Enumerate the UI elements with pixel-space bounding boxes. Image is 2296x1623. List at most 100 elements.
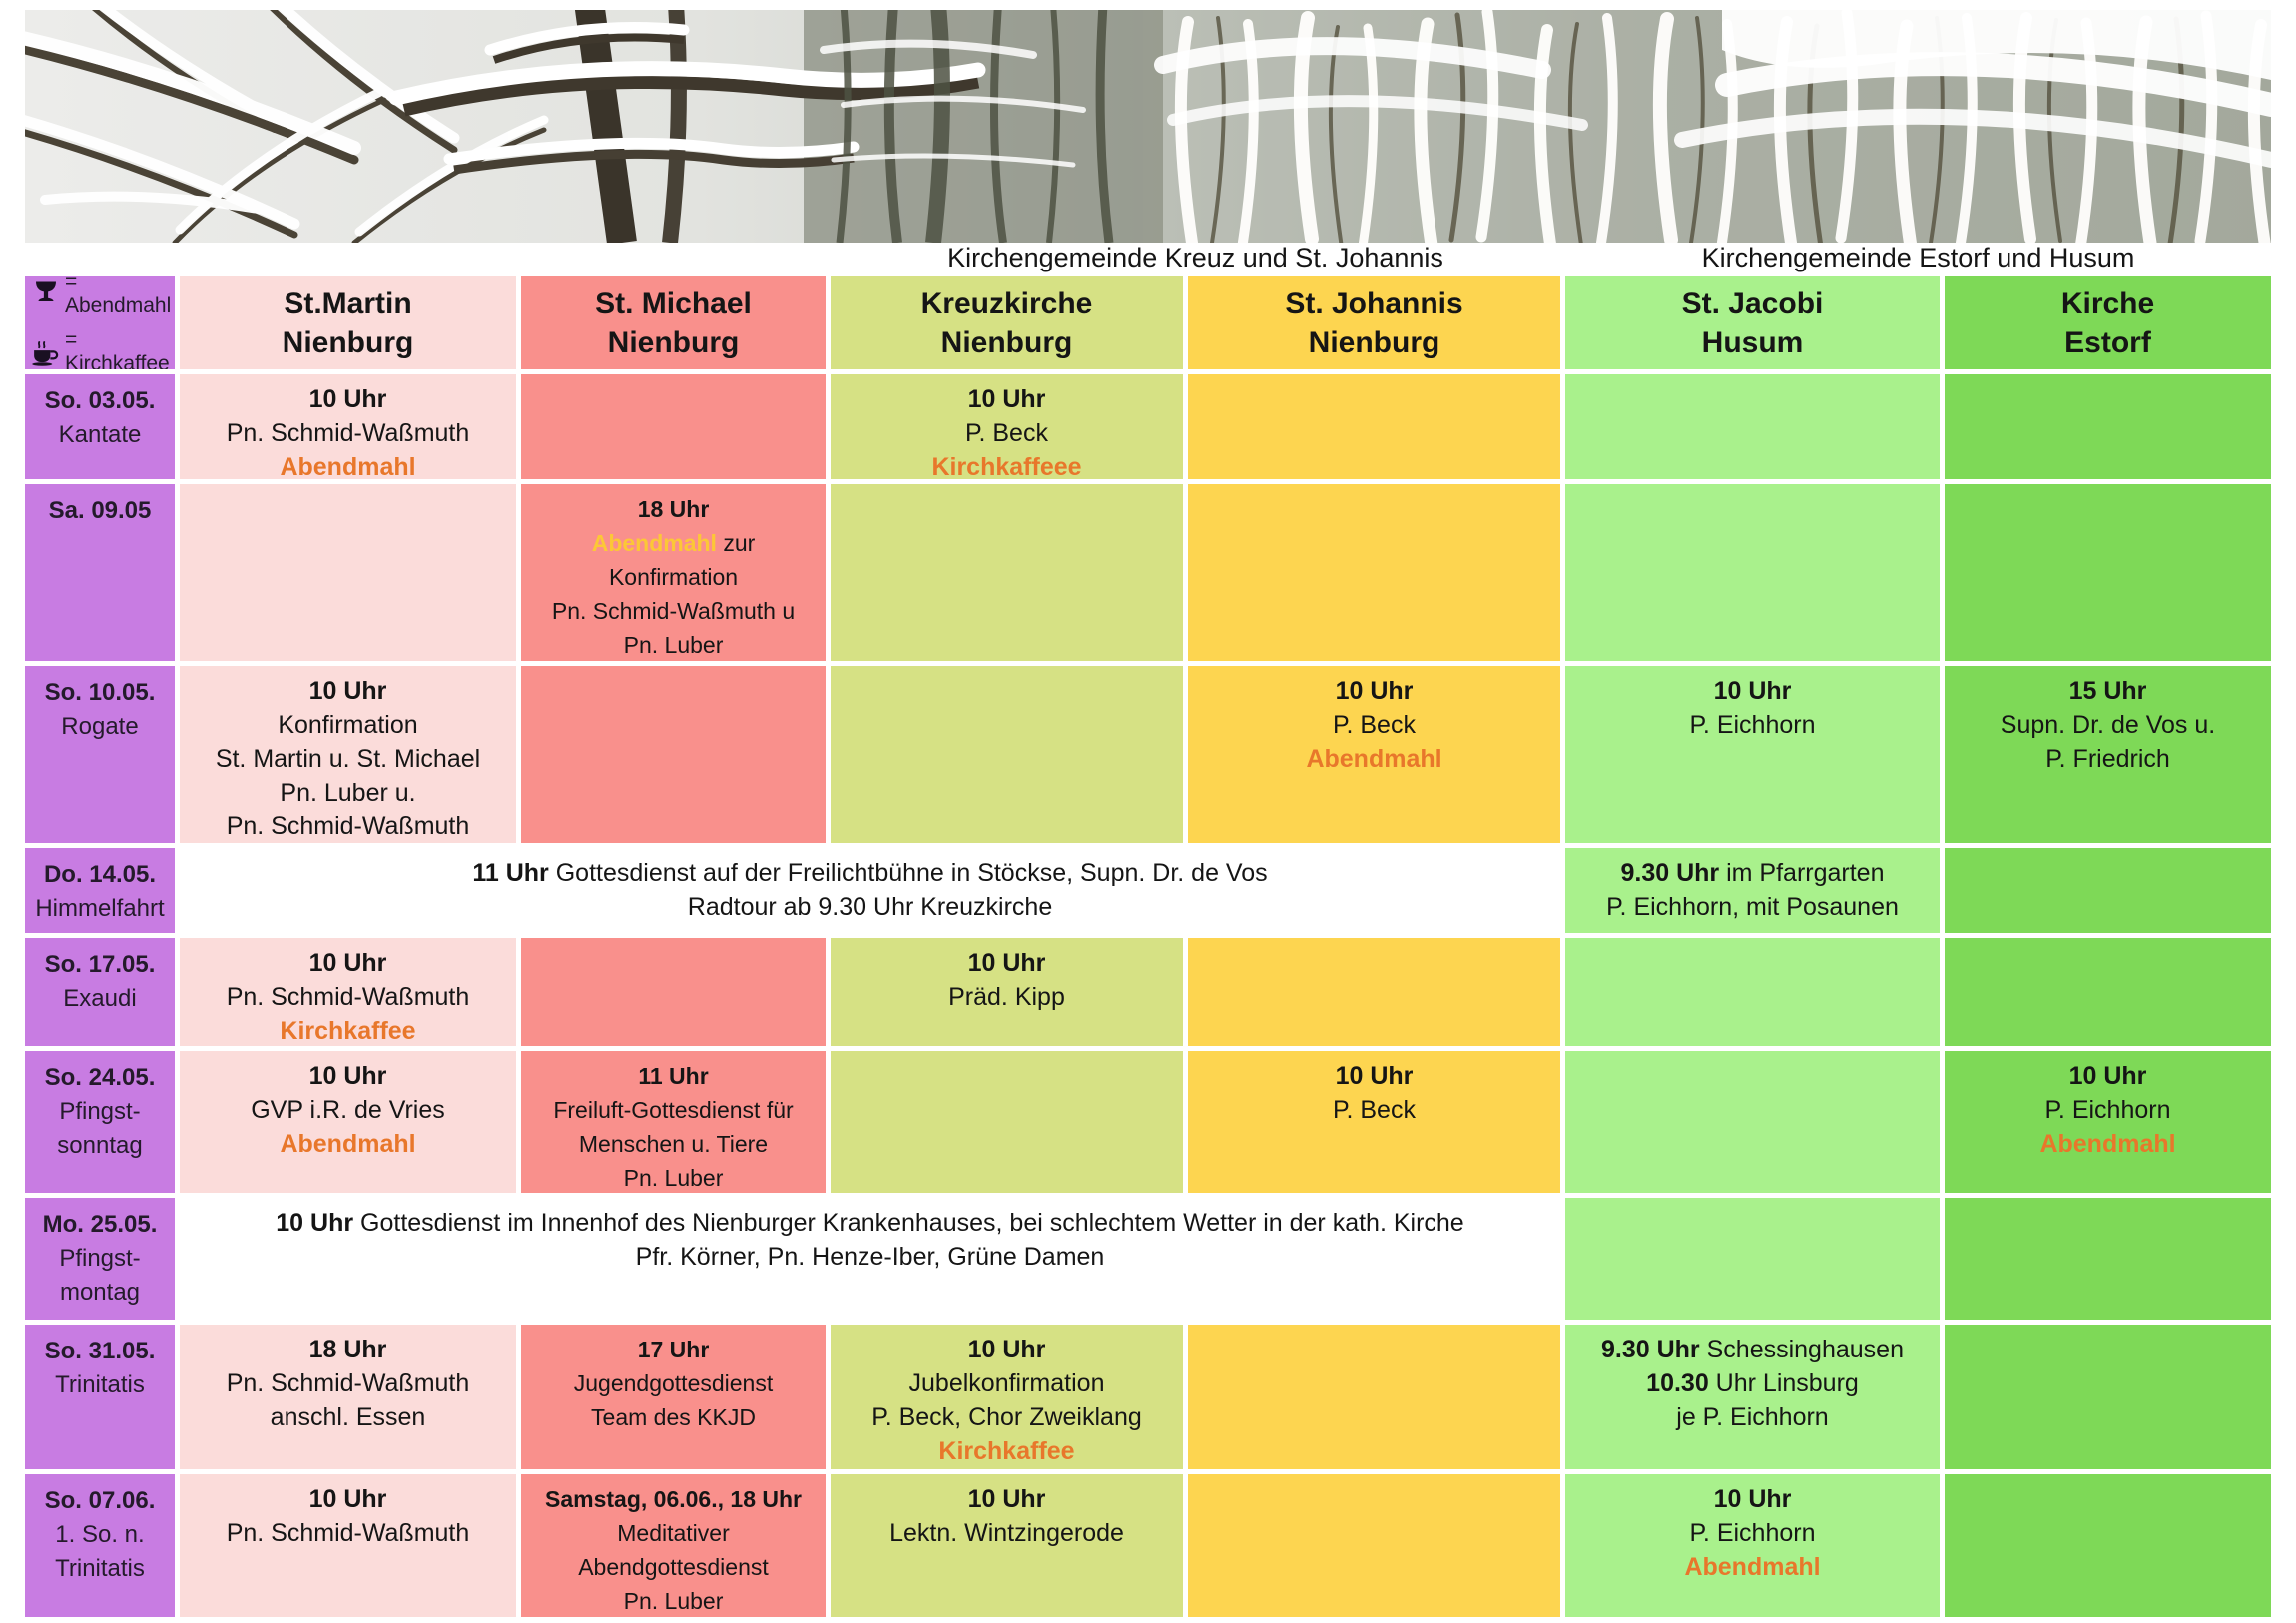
- cell-line: P. Beck: [1190, 708, 1558, 742]
- cell-line: 10 Uhr: [182, 1059, 514, 1093]
- date-cell-r4: So. 17.05. Exaudi: [25, 938, 175, 1046]
- text-segment: Pn. Schmid-Waßmuth: [226, 1369, 470, 1397]
- column-header-line: Nienburg: [282, 325, 414, 359]
- text-segment: Abendmahl: [1306, 745, 1442, 773]
- cell-r4-kreuzkirche: 10 Uhr Präd. Kipp: [831, 938, 1183, 1046]
- text-segment: 9.30 Uhr: [1620, 859, 1720, 887]
- column-header-line: Kreuzkirche: [920, 286, 1093, 320]
- cell-r2-st-jacobi: 10 Uhr P. Eichhorn: [1565, 666, 1940, 843]
- cell-r7-st-johannis: [1188, 1325, 1560, 1469]
- cell-line: Kirchkaffee: [833, 1434, 1181, 1468]
- cell-line: 9.30 Uhr im Pfarrgarten: [1567, 856, 1938, 890]
- text-segment: P. Friedrich: [2045, 745, 2170, 773]
- cell-line: P. Eichhorn: [1567, 1516, 1938, 1550]
- cell-line: 15 Uhr: [1947, 674, 2269, 708]
- cell-line: Pn. Schmid-Waßmuth: [182, 1366, 514, 1400]
- date-line: Pfingst-: [59, 1098, 141, 1126]
- cell-line: GVP i.R. de Vries: [182, 1093, 514, 1127]
- cell-r5-st-martin: 10 Uhr GVP i.R. de Vries Abendmahl: [180, 1051, 516, 1193]
- cell-line: 10 Uhr: [1947, 1059, 2269, 1093]
- date-cell-r5: So. 24.05. Pfingst-sonntag: [25, 1051, 175, 1193]
- text-segment: 10 Uhr: [308, 385, 387, 413]
- cell-line: Jugendgottesdienst: [523, 1366, 824, 1400]
- cell-r1-st-michael: 18 Uhr Abendmahl zur Konfirmation Pn. Schmi…: [521, 484, 826, 661]
- date-line: So. 10.05.: [44, 679, 156, 706]
- cell-line: 10 Uhr: [182, 674, 514, 708]
- text-segment: 10 Uhr: [967, 1336, 1046, 1363]
- text-segment: Konfirmation: [608, 564, 739, 591]
- cell-r8-st-martin: 10 Uhr Pn. Schmid-Waßmuth: [180, 1474, 516, 1617]
- cell-line: P. Beck: [833, 416, 1181, 450]
- cell-r0-st-michael: [521, 374, 826, 479]
- text-segment: Abendmahl: [1684, 1553, 1821, 1581]
- text-segment: 10 Uhr: [2068, 1062, 2147, 1090]
- column-header-line: St. Michael: [595, 286, 752, 320]
- cell-r7-kreuzkirche: 10 Uhr Jubelkonfirmation P. Beck, Chor Zwe…: [831, 1325, 1183, 1469]
- text-segment: 10 Uhr: [1713, 1485, 1792, 1513]
- text-segment: 18 Uhr: [637, 496, 710, 522]
- text-segment: Schessinghausen: [1699, 1336, 1904, 1363]
- date-line: Trinitatis: [55, 1555, 145, 1583]
- text-segment: anschl. Essen: [270, 1403, 426, 1431]
- cell-line: Konfirmation: [182, 708, 514, 742]
- date-line: So. 03.05.: [44, 387, 156, 414]
- text-segment: 15 Uhr: [2068, 677, 2147, 705]
- text-segment: Pn. Luber: [623, 632, 724, 659]
- cell-line: Konfirmation: [523, 560, 824, 594]
- cell-r4-st-michael: [521, 938, 826, 1046]
- column-header-line: St. Johannis: [1285, 286, 1463, 320]
- cell-r0-st-jacobi: [1565, 374, 1940, 479]
- column-header-line: Husum: [1701, 325, 1804, 359]
- cell-r4-st-jacobi: [1565, 938, 1940, 1046]
- text-segment: P. Eichhorn: [1689, 1519, 1816, 1547]
- date-line: 1. So. n.: [55, 1521, 145, 1549]
- text-segment: 10 Uhr: [1335, 1062, 1414, 1090]
- date-cell-r6: Mo. 25.05. Pfingst-montag: [25, 1198, 175, 1320]
- legend-cell: = Abendmahl = Kirchkaffee: [25, 276, 175, 369]
- date-cell-r0: So. 03.05. Kantate: [25, 374, 175, 479]
- cell-line: 17 Uhr: [523, 1333, 824, 1366]
- text-segment: 10 Uhr: [308, 949, 387, 977]
- date-line: Pfingst-: [59, 1245, 141, 1273]
- cell-line: Pfr. Körner, Pn. Henze-Iber, Grüne Damen: [182, 1240, 1558, 1274]
- legend-label-abendmahl: = Abendmahl: [65, 276, 172, 317]
- text-segment: 10 Uhr: [1335, 677, 1414, 705]
- text-segment: Pn. Schmid-Waßmuth: [226, 983, 470, 1011]
- cell-r4-st-martin: 10 Uhr Pn. Schmid-Waßmuth Kirchkaffee: [180, 938, 516, 1046]
- cell-line: P. Beck, Chor Zweiklang: [833, 1400, 1181, 1434]
- text-segment: Lektn. Wintzingerode: [889, 1519, 1124, 1547]
- text-segment: 10 Uhr: [308, 1485, 387, 1513]
- date-cell-r7: So. 31.05. Trinitatis: [25, 1325, 175, 1469]
- cell-line: Abendmahl: [1947, 1127, 2269, 1161]
- cell-r8-st-jacobi: 10 Uhr P. Eichhorn Abendmahl: [1565, 1474, 1940, 1617]
- column-header-line: Nienburg: [607, 325, 740, 359]
- date-line: So. 31.05.: [44, 1338, 156, 1364]
- cell-line: 10 Uhr: [1567, 1482, 1938, 1516]
- cell-line: Pn. Luber: [523, 1161, 824, 1193]
- cell-line: Abendmahl: [182, 1127, 514, 1161]
- date-line: Kantate: [58, 421, 142, 449]
- text-segment: P. Eichhorn, mit Posaunen: [1606, 893, 1899, 921]
- date-cell-r1: Sa. 09.05: [25, 484, 175, 661]
- column-header-line: Nienburg: [940, 325, 1073, 359]
- cell-r5-st-jacobi: [1565, 1051, 1940, 1193]
- cell-line: je P. Eichhorn: [1567, 1400, 1938, 1434]
- cell-line: Menschen u. Tiere: [523, 1127, 824, 1161]
- text-segment: Abendmahl: [280, 1130, 416, 1158]
- cell-r1-st-jacobi: [1565, 484, 1940, 661]
- cell-line: Meditativer: [523, 1516, 824, 1550]
- cell-r3-st-jacobi: 9.30 Uhr im Pfarrgarten P. Eichhorn, mit …: [1565, 848, 1940, 933]
- cell-line: Samstag, 06.06., 18 Uhr: [523, 1482, 824, 1516]
- text-segment: Team des KKJD: [591, 1404, 756, 1431]
- text-segment: Pn. Schmid-Waßmuth: [226, 1519, 470, 1547]
- cell-line: 10 Uhr: [182, 1482, 514, 1516]
- cell-line: Pn. Luber: [523, 1584, 824, 1617]
- text-segment: Konfirmation: [278, 711, 418, 739]
- parish-label-estorf-husum: Kirchengemeinde Estorf und Husum: [1701, 243, 2135, 272]
- parish-group-labels: Kirchengemeinde Kreuz und St. Johannis K…: [25, 243, 2271, 276]
- cell-r8-st-johannis: [1188, 1474, 1560, 1617]
- column-header-st-martin: St.Martin Nienburg: [180, 276, 516, 369]
- cell-r0-kreuzkirche: 10 Uhr P. Beck Kirchkaffeee: [831, 374, 1183, 479]
- cell-line: Pn. Schmid-Waßmuth: [182, 416, 514, 450]
- column-header-kreuzkirche: Kreuzkirche Nienburg: [831, 276, 1183, 369]
